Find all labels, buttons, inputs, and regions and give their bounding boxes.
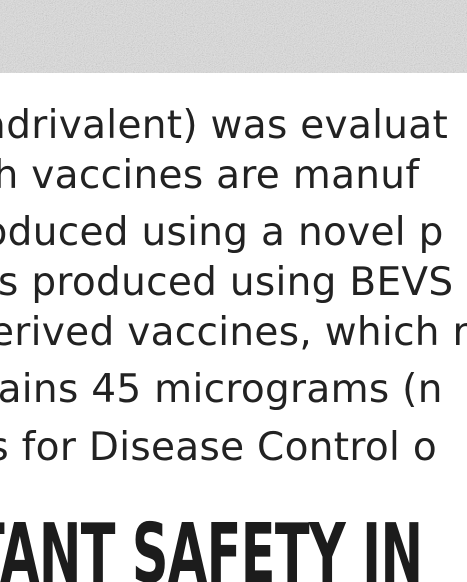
body-text-line: rs for Disease Control o [0,425,437,470]
body-text-line: s produced using BEVS [0,260,454,305]
paper-texture-graphic [0,0,467,73]
body-text-line: erived vaccines, which r [0,310,467,355]
body-text-line: tains 45 micrograms (n [0,367,443,412]
textured-header-band [0,0,467,73]
section-heading: TANT SAFETY IN [0,507,423,582]
body-text-line: roduced using a novel p [0,210,444,255]
body-text-line: th vaccines are manuf [0,153,420,198]
body-text-line: adrivalent) was evaluat [0,103,449,148]
